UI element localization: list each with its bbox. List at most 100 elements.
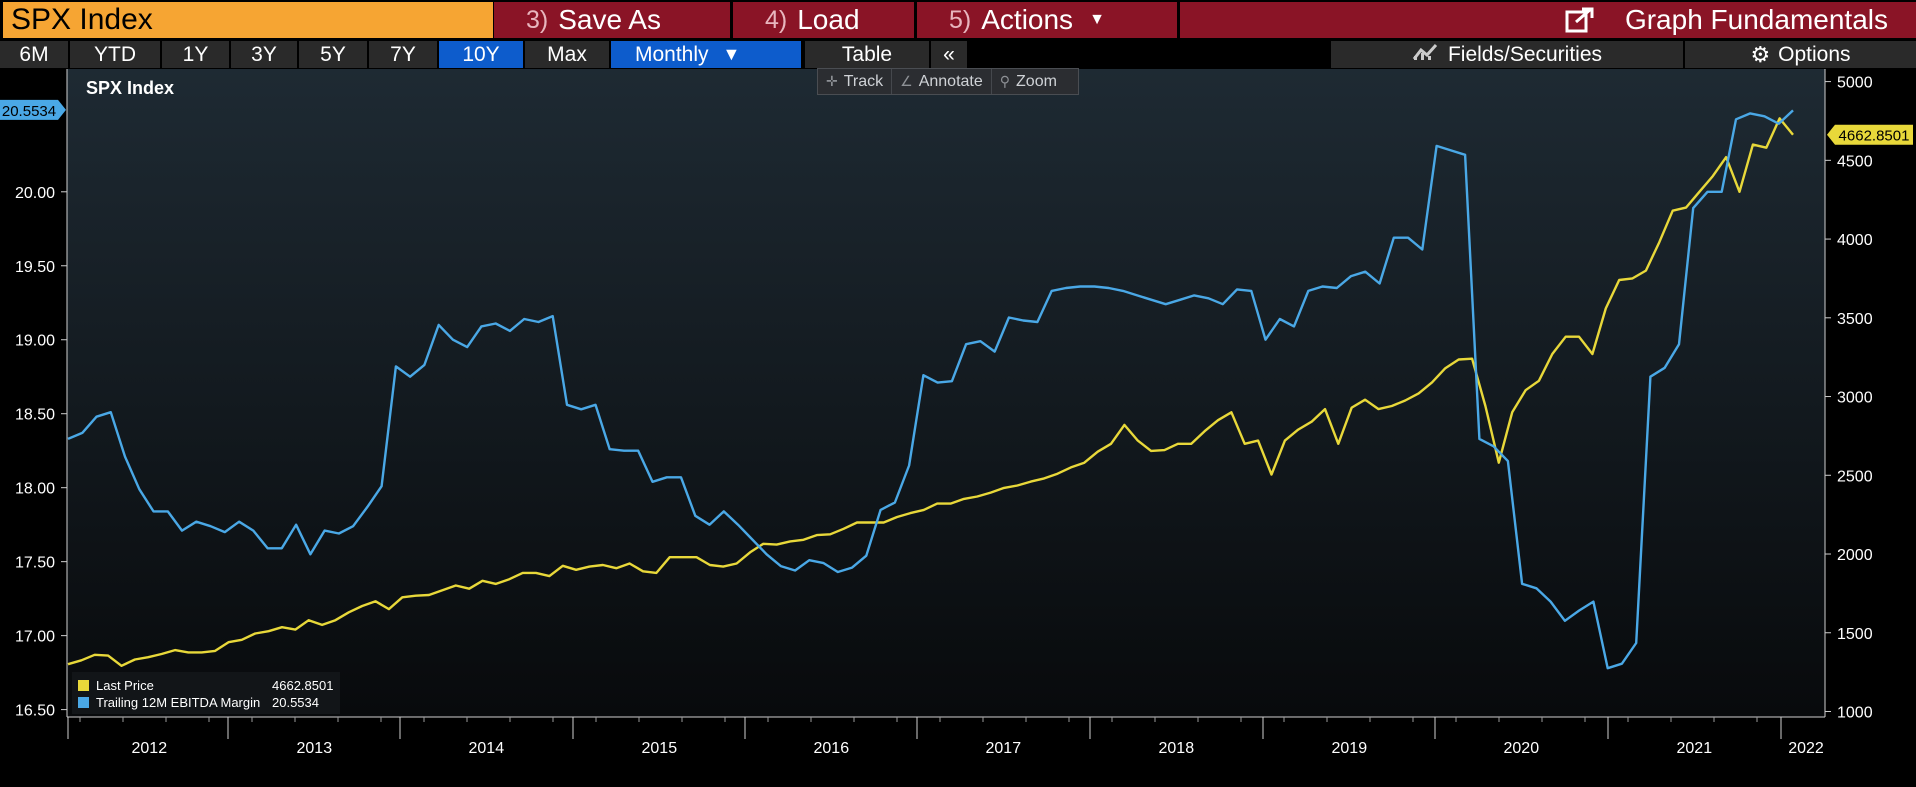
range-label: 10Y [462, 42, 500, 66]
load-number: 4) [765, 5, 788, 34]
chevron-down-icon: ▼ [1089, 11, 1105, 28]
fields-securities-button[interactable]: Fields/Securities [1331, 41, 1683, 68]
save-as-label: Save As [558, 4, 661, 35]
right-axis-tick-label: 5000 [1837, 75, 1873, 92]
legend-label: Trailing 12M EBITDA Margin [96, 695, 261, 710]
save-as-number: 3) [526, 5, 549, 34]
legend-swatch [78, 680, 89, 691]
margin-value-marker-label: 20.5534 [2, 103, 56, 120]
annotate-tool[interactable]: ∠ Annotate [892, 69, 992, 94]
left-axis-tick-label: 20.00 [15, 185, 55, 202]
right-axis-tick-label: 2000 [1837, 547, 1873, 564]
collapse-button[interactable]: « [931, 41, 967, 68]
double-chevron-left-icon: « [943, 42, 955, 66]
load-button[interactable]: 4) Load [733, 2, 914, 38]
magnifier-icon: ⚲ [999, 73, 1011, 89]
left-axis-tick-label: 17.50 [15, 555, 55, 572]
track-label: Track [843, 72, 884, 90]
x-axis-tick-label: 2018 [1159, 740, 1195, 757]
right-axis-tick-label: 4500 [1837, 153, 1873, 170]
save-as-button[interactable]: 3) Save As [494, 2, 730, 38]
last-price-marker [1827, 124, 1913, 145]
x-axis-tick-label: 2016 [814, 740, 850, 757]
range-label: YTD [94, 42, 136, 66]
zoom-label: Zoom [1016, 72, 1057, 90]
security-ticker: SPX Index [11, 3, 153, 36]
chart-tools-bar: ✛ Track ∠ Annotate ⚲ Zoom [817, 68, 1079, 95]
legend-label: Last Price [96, 678, 154, 693]
options-label: Options [1778, 42, 1851, 66]
last-price-marker-label: 4662.8501 [1839, 128, 1910, 145]
x-axis-tick-label: 2014 [469, 740, 505, 757]
margin-value-marker [0, 99, 66, 120]
range-label: 1Y [182, 42, 209, 66]
command-bar: SPX Index 3) Save As 4) Load 5) Actions … [0, 0, 1916, 40]
actions-button[interactable]: 5) Actions ▼ [917, 2, 1177, 38]
zoom-tool[interactable]: ⚲ Zoom [992, 69, 1065, 94]
ebitda-margin-line [67, 109, 1794, 670]
security-field[interactable]: SPX Index [3, 2, 493, 38]
range-ytd-button[interactable]: YTD [70, 41, 160, 68]
left-axis-tick-label: 16.50 [15, 703, 55, 720]
gear-icon: ⚙ [1750, 41, 1771, 67]
range-1y-button[interactable]: 1Y [162, 41, 229, 68]
right-axis-tick-label: 1000 [1837, 704, 1873, 721]
range-5y-button[interactable]: 5Y [299, 41, 367, 68]
fields-securities-label: Fields/Securities [1447, 42, 1603, 66]
right-axis-tick-label: 3500 [1837, 311, 1873, 328]
left-axis-tick-label: 18.00 [15, 481, 55, 498]
right-axis-tick-label: 2500 [1837, 468, 1873, 485]
legend-item-margin: Trailing 12M EBITDA Margin [78, 695, 260, 710]
x-axis-tick-label: 2021 [1677, 740, 1713, 757]
range-label: Max [547, 42, 587, 66]
x-axis-tick-label: 2022 [1788, 740, 1824, 757]
period-label: Monthly [635, 42, 709, 66]
chevron-down-icon: ▼ [722, 44, 741, 64]
chart-line-icon [1412, 43, 1438, 67]
options-button[interactable]: ⚙ Options [1685, 41, 1916, 68]
last-price-line [67, 117, 1794, 667]
table-label: Table [841, 42, 893, 66]
external-link-icon [1565, 7, 1595, 33]
right-axis-tick-label: 3000 [1837, 390, 1873, 407]
right-axis-tick-label: 4000 [1837, 232, 1873, 249]
annotate-label: Annotate [918, 72, 983, 90]
table-button[interactable]: Table [805, 41, 929, 68]
range-max-button[interactable]: Max [525, 41, 609, 68]
period-dropdown[interactable]: Monthly ▼ [611, 41, 801, 68]
range-label: 6M [19, 42, 49, 66]
left-axis-tick-label: 17.00 [15, 629, 55, 646]
plot-background [67, 69, 1825, 717]
actions-label: Actions [981, 4, 1074, 35]
range-3y-button[interactable]: 3Y [231, 41, 297, 68]
range-toolbar: 6M YTD 1Y 3Y 5Y 7Y 10Y Max Monthly ▼ Tab… [0, 40, 1916, 69]
graph-fundamentals-label: Graph Fundamentals [1624, 4, 1888, 35]
x-axis-tick-label: 2013 [297, 740, 333, 757]
range-label: 5Y [320, 42, 346, 66]
track-tool[interactable]: ✛ Track [818, 69, 893, 94]
price-chart[interactable]: 16.50 17.00 17.50 18.00 18.50 19.00 19.50 20.00… [0, 69, 1916, 787]
range-7y-button[interactable]: 7Y [369, 41, 437, 68]
range-label: 3Y [251, 42, 277, 66]
left-axis-tick-label: 18.50 [15, 407, 55, 424]
actions-number: 5) [949, 5, 972, 34]
left-axis-tick-label: 19.00 [15, 333, 55, 350]
chart-title: SPX Index [86, 78, 175, 98]
legend-item-price: Last Price [78, 678, 154, 693]
range-label: 7Y [390, 42, 416, 66]
range-6m-button[interactable]: 6M [0, 41, 68, 68]
x-axis-tick-label: 2017 [986, 740, 1022, 757]
x-axis-tick-label: 2019 [1332, 740, 1368, 757]
load-label: Load [797, 4, 860, 35]
pencil-icon: ∠ [900, 73, 913, 89]
x-axis-tick-label: 2015 [642, 740, 678, 757]
left-axis-tick-label: 19.50 [15, 259, 55, 276]
range-10y-button[interactable]: 10Y [439, 41, 523, 68]
toolbar-spacer [969, 41, 1329, 68]
chart-legend: Last Price 4662.8501 Trailing 12M EBITDA… [72, 672, 340, 714]
crosshair-icon: ✛ [826, 73, 838, 89]
graph-fundamentals-button[interactable]: Graph Fundamentals [1180, 2, 1916, 38]
legend-value: 20.5534 [272, 695, 319, 710]
x-axis-tick-label: 2020 [1504, 740, 1540, 757]
legend-value: 4662.8501 [272, 678, 334, 693]
